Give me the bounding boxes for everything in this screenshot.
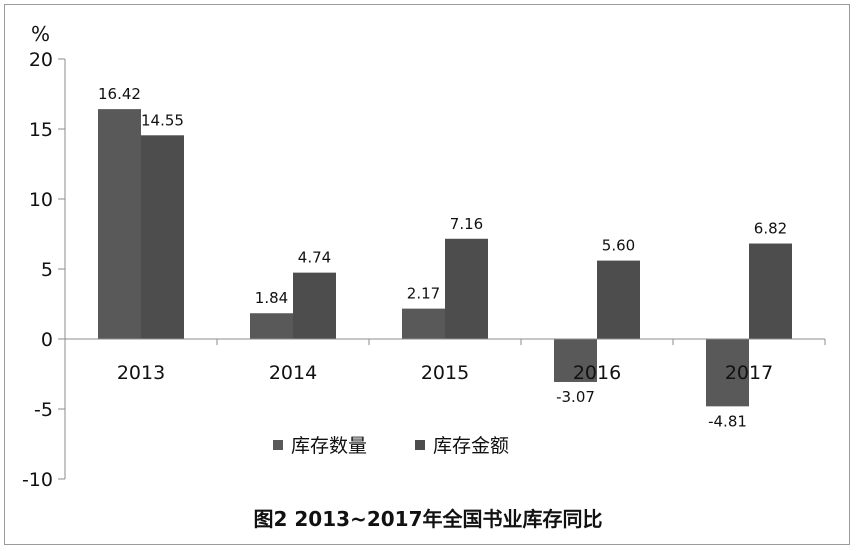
data-label: -3.07 (556, 388, 595, 406)
data-label: 14.55 (141, 111, 184, 129)
y-tick-label: 15 (29, 119, 53, 141)
category-label: 2017 (725, 362, 773, 384)
legend-label: 库存金额 (433, 435, 509, 457)
bar-2016-quantity (554, 339, 597, 382)
y-tick-label: 20 (29, 49, 53, 71)
bar-2015-amount (445, 238, 488, 339)
data-label: 2.17 (407, 285, 440, 303)
bar-2013-quantity (98, 109, 141, 340)
bar-2015-quantity (402, 308, 445, 339)
y-tick-label: -5 (34, 399, 53, 421)
legend: 库存数量 库存金额 (273, 435, 509, 457)
category-label: 2016 (573, 362, 621, 384)
y-ticks: 20 15 10 5 0 -5 -10 (22, 49, 65, 491)
data-label: 16.42 (98, 85, 141, 103)
category-label: 2015 (421, 362, 469, 384)
legend-label: 库存数量 (291, 435, 367, 457)
legend-swatch (415, 440, 425, 450)
y-tick-label: 5 (41, 259, 53, 281)
data-label: -4.81 (708, 412, 747, 430)
data-label: 4.74 (298, 249, 331, 267)
y-tick-label: -10 (22, 469, 53, 491)
axes (64, 59, 826, 479)
data-label: 6.82 (754, 220, 787, 238)
bars (98, 109, 792, 407)
bar-2017-amount (749, 243, 792, 339)
category-label: 2014 (269, 362, 317, 384)
bar-2014-quantity (250, 313, 293, 339)
y-tick-label: 0 (41, 329, 53, 351)
data-label: 7.16 (450, 215, 483, 233)
legend-swatch (273, 440, 283, 450)
bar-2013-amount (141, 135, 184, 339)
data-label: 1.84 (255, 289, 288, 307)
y-axis-unit: % (31, 22, 50, 46)
chart-frame: % 20 15 10 5 0 -5 -10 16.42 14.55 1.84 4.74 2.17 7.… (4, 4, 850, 545)
category-label: 2013 (117, 362, 165, 384)
bar-2017-quantity (706, 339, 749, 407)
bar-2016-amount (597, 260, 640, 339)
data-label: 5.60 (602, 237, 635, 255)
bar-2014-amount (293, 272, 336, 339)
category-labels: 2013 2014 2015 2016 2017 (117, 362, 773, 384)
figure-caption: 图2 2013~2017年全国书业库存同比 (254, 507, 603, 531)
y-tick-label: 10 (29, 189, 53, 211)
